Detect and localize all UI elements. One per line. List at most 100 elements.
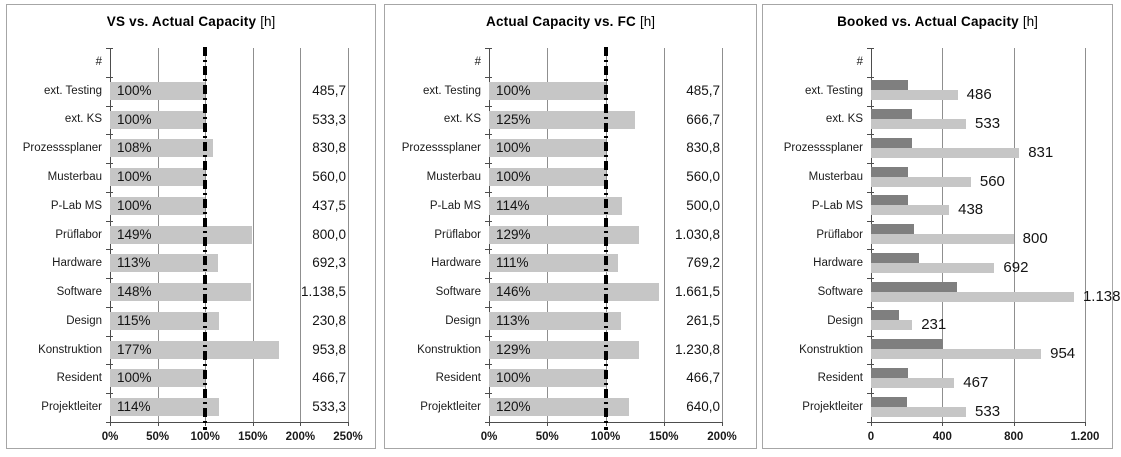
category-label: Musterbau: [808, 170, 863, 183]
category-label: P-Lab MS: [50, 199, 102, 212]
y-axis-tick: [485, 191, 492, 193]
category-label: ext. KS: [443, 113, 481, 126]
capacity-value-label: 467: [963, 373, 989, 391]
category-label: P-Lab MS: [429, 199, 481, 212]
category-label: #: [474, 55, 481, 68]
category-label: Prozesssplaner: [783, 142, 863, 155]
category-label: Software: [435, 286, 481, 299]
y-axis-tick: [106, 364, 113, 366]
capacity-bar: [871, 320, 913, 331]
gridline: [722, 48, 723, 422]
booked-bar: [871, 252, 920, 263]
category-label: Konstruktion: [38, 343, 102, 356]
x-axis-tick: [722, 422, 723, 426]
chart-title: Actual Capacity vs. FC [h]: [385, 14, 756, 29]
pct-bar: [489, 225, 640, 244]
capacity-value-label: 231: [921, 316, 947, 334]
category-label: Musterbau: [47, 170, 102, 183]
category-label: Hardware: [813, 257, 863, 270]
x-axis-label: 0%: [101, 431, 119, 443]
pct-bar: [489, 340, 640, 359]
x-axis-label: 150%: [649, 431, 679, 443]
y-axis-tick: [106, 48, 113, 49]
y-axis-tick: [485, 48, 492, 49]
hours-label: 1.138,5: [300, 284, 346, 300]
category-label: Design: [445, 314, 481, 327]
category-label: P-Lab MS: [811, 199, 863, 212]
hours-label: 261,5: [686, 312, 720, 328]
pct-bar-label: 149%: [117, 226, 152, 242]
x-axis-tick: [252, 422, 254, 426]
x-axis-label: 0: [867, 431, 875, 443]
capacity-bar: [871, 234, 1014, 245]
category-label: ext. KS: [825, 113, 863, 126]
category-label: Hardware: [52, 257, 102, 270]
chart-title: VS vs. Actual Capacity [h]: [7, 14, 375, 29]
hours-label: 533,3: [312, 399, 346, 415]
hours-label: 560,0: [312, 169, 346, 185]
capacity-bar: [871, 262, 995, 273]
y-axis-tick: [485, 134, 492, 136]
chart-panel-2: Booked vs. Actual Capacity [h] 0 400 800 1.2…: [762, 4, 1120, 449]
x-axis-tick: [547, 422, 549, 426]
pct-bar: [489, 369, 606, 388]
y-axis-tick: [485, 76, 492, 78]
booked-bar: [871, 339, 944, 350]
pct-bar-label: 100%: [496, 82, 531, 98]
gridline: [663, 48, 665, 422]
capacity-value-label: 533: [975, 115, 1001, 133]
hours-label: 830,8: [312, 140, 346, 156]
capacity-value-label: 692: [1003, 258, 1029, 276]
pct-bar: [110, 340, 279, 359]
x-axis-tick: [489, 422, 490, 426]
x-axis-label: 200%: [285, 431, 316, 443]
y-axis-tick: [485, 422, 492, 423]
pct-bar: [110, 254, 218, 273]
category-label: Resident: [56, 372, 102, 385]
category-label: ext. Testing: [44, 84, 102, 97]
y-axis-tick: [867, 76, 874, 78]
pct-bar: [110, 311, 220, 330]
booked-bar: [871, 310, 899, 321]
capacity-bar: [871, 147, 1020, 158]
pct-bar-label: 129%: [496, 341, 531, 357]
pct-bar-label: 108%: [117, 140, 152, 156]
pct-bar: [110, 81, 206, 100]
pct-bar: [489, 110, 635, 129]
pct-bar-label: 146%: [496, 284, 531, 300]
category-label: Musterbau: [426, 170, 481, 183]
category-label: Projektleiter: [420, 401, 481, 414]
y-axis-tick: [106, 422, 113, 423]
x-axis-line: [871, 422, 1085, 423]
pct-bar-label: 114%: [117, 399, 151, 415]
gridline: [252, 48, 254, 422]
hours-label: 500,0: [686, 197, 720, 213]
gridline: [300, 48, 302, 422]
pct-bar-label: 148%: [117, 284, 152, 300]
y-axis-tick: [106, 249, 113, 251]
capacity-value-label: 438: [958, 201, 984, 219]
category-label: Software: [817, 286, 863, 299]
chart-title-unit: [h]: [260, 14, 276, 29]
pct-bar-label: 115%: [117, 312, 151, 328]
hours-label: 466,7: [312, 370, 346, 386]
y-axis-tick: [106, 163, 113, 165]
category-label: #: [95, 55, 102, 68]
x-axis-label: 250%: [333, 431, 363, 443]
category-label: #: [856, 55, 863, 68]
x-axis-label: 1.200: [1070, 431, 1100, 443]
x-axis-tick: [871, 422, 872, 426]
category-label: Prüflabor: [434, 228, 481, 241]
capacity-value-label: 533: [975, 402, 1001, 420]
pct-bar: [489, 398, 629, 417]
x-axis-label: 100%: [190, 431, 220, 443]
pct-bar: [110, 110, 206, 129]
pct-bar-label: 100%: [117, 82, 152, 98]
booked-bar: [871, 80, 908, 91]
booked-bar: [871, 281, 957, 292]
pct-bar: [489, 196, 622, 215]
hours-label: 1.661,5: [674, 284, 720, 300]
chart-panel-1: Actual Capacity vs. FC [h] 0% 50% 100% 150% 2…: [384, 4, 757, 449]
capacity-bar: [871, 377, 955, 388]
